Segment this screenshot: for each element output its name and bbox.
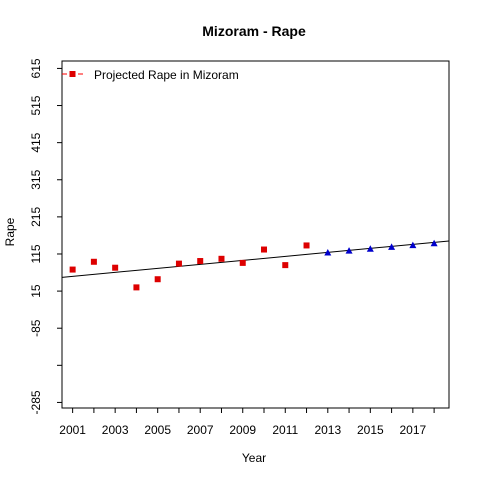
y-tick-label: 115 [29,244,43,263]
x-tick-label: 2005 [144,423,171,437]
legend-entry: Projected Rape in Mizoram [94,68,239,82]
y-tick-label: -85 [29,319,43,337]
x-axis: 2001 2003 2005 2007 2009 2011 2013 2015 2017 [59,408,434,437]
x-tick-label: 2007 [187,423,214,437]
data-point-observed [197,258,203,264]
data-point-observed [133,284,139,290]
y-tick-label: 615 [29,58,43,78]
x-tick-label: 2001 [59,423,86,437]
y-axis-label: Rape [3,217,17,246]
x-tick-label: 2013 [314,423,341,437]
x-tick-label: 2017 [400,423,427,437]
y-tick-label: 215 [29,207,43,227]
y-tick-label: -285 [29,390,43,414]
legend: Projected Rape in Mizoram [62,68,239,82]
x-tick-label: 2009 [229,423,256,437]
x-tick-label: 2011 [272,423,298,437]
data-point-observed [176,261,182,267]
legend-marker [70,71,76,77]
x-axis-label: Year [242,451,266,465]
data-point-observed [91,259,97,265]
data-point-observed [70,267,76,273]
y-tick-label: 515 [29,95,43,115]
y-tick-label: 315 [29,169,43,189]
y-axis: -285 -85 15 115 215 315 415 515 615 [29,58,62,414]
data-point-observed [304,242,310,248]
data-point-observed [218,256,224,262]
plot-frame [62,61,449,408]
y-tick-label: 15 [29,284,43,298]
x-tick-label: 2003 [102,423,129,437]
data-point-observed [240,260,246,266]
data-point-observed [155,276,161,282]
y-tick-label: 415 [29,132,43,152]
data-point-observed [112,265,118,271]
data-point-observed [282,262,288,268]
data-point-observed [261,247,267,253]
x-tick-label: 2015 [357,423,384,437]
chart-title: Mizoram - Rape [202,23,306,39]
